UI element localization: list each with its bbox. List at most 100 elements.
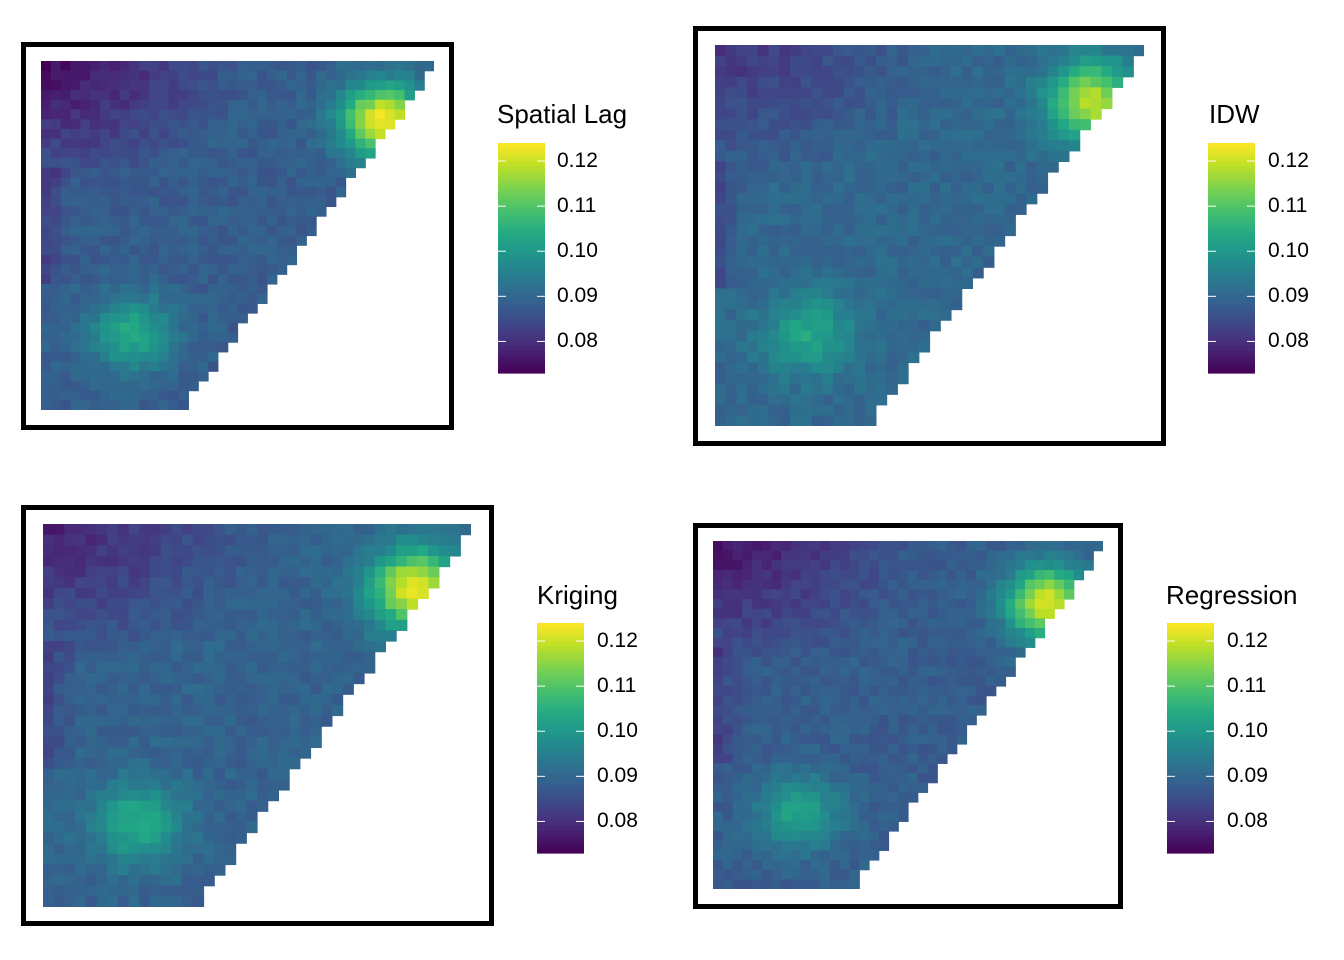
- heatmap-cell: [715, 404, 727, 417]
- heatmap-cell: [109, 99, 121, 111]
- heatmap-cell: [878, 686, 890, 697]
- heatmap-cell: [849, 802, 860, 813]
- heatmap-cell: [768, 203, 780, 215]
- heatmap-cell: [1047, 97, 1059, 110]
- heatmap-cell: [384, 99, 396, 111]
- heatmap-cell: [406, 587, 419, 600]
- heatmap-cell: [947, 608, 958, 619]
- heatmap-cell: [722, 637, 734, 648]
- heatmap-cell: [1064, 550, 1075, 561]
- colorbar-segment: [1167, 649, 1214, 655]
- heatmap-cell: [267, 758, 279, 770]
- heatmap-cell: [865, 351, 877, 364]
- heatmap-cell: [192, 524, 205, 536]
- heatmap-cell: [779, 193, 791, 205]
- heatmap-cell: [128, 758, 140, 770]
- heatmap-cell: [1058, 129, 1070, 141]
- heatmap-cell: [779, 150, 791, 163]
- heatmap-cell: [53, 694, 65, 706]
- heatmap-cell: [908, 172, 920, 184]
- heatmap-cell: [865, 214, 877, 226]
- heatmap-cell: [128, 896, 140, 907]
- heatmap-cell: [217, 313, 229, 324]
- heatmap-cell: [41, 80, 52, 91]
- heatmap-cell: [888, 811, 899, 822]
- heatmap-cell: [316, 70, 327, 81]
- heatmap-cell: [247, 109, 258, 120]
- colorbar-segment: [498, 330, 545, 336]
- heatmap-cell: [1047, 87, 1059, 99]
- heatmap-cell: [129, 380, 140, 392]
- heatmap-cell: [64, 896, 76, 907]
- heatmap-cell: [227, 167, 239, 178]
- heatmap-cell: [736, 108, 748, 120]
- heatmap-cell: [908, 560, 919, 571]
- heatmap-cell: [1015, 589, 1026, 600]
- heatmap-cell: [182, 598, 194, 610]
- heatmap-cell: [267, 704, 279, 717]
- heatmap-cell: [768, 320, 780, 332]
- heatmap-cell: [927, 657, 938, 668]
- heatmap-cell: [790, 45, 802, 57]
- heatmap-cell: [139, 293, 150, 304]
- heatmap-cell: [60, 264, 72, 275]
- heatmap-cell: [158, 371, 170, 382]
- heatmap-cell: [752, 734, 763, 745]
- heatmap-cell: [53, 789, 65, 802]
- heatmap-cell: [188, 322, 199, 334]
- heatmap-cell: [90, 274, 101, 285]
- colorbar-segment: [537, 776, 584, 781]
- heatmap-cell: [117, 683, 130, 695]
- heatmap-cell: [119, 245, 131, 256]
- heatmap-cell: [875, 277, 888, 290]
- heatmap-cell: [843, 309, 856, 321]
- heatmap-cell: [947, 657, 958, 668]
- heatmap-cell: [203, 630, 215, 642]
- heatmap-cell: [158, 70, 170, 81]
- heatmap-cell: [335, 119, 347, 130]
- heatmap-cell: [109, 119, 121, 130]
- heatmap-cell: [70, 303, 81, 314]
- heatmap-cell: [257, 177, 268, 188]
- heatmap-cell: [310, 651, 322, 663]
- heatmap-cell: [918, 330, 931, 342]
- heatmap-cell: [811, 299, 823, 311]
- heatmap-cell: [325, 196, 337, 208]
- heatmap-cell: [908, 570, 919, 581]
- heatmap-cell: [276, 138, 288, 149]
- heatmap-cell: [64, 662, 76, 674]
- colorbar: [1167, 623, 1214, 854]
- heatmap-cell: [781, 647, 792, 658]
- heatmap-cell: [171, 832, 183, 844]
- heatmap-cell: [217, 342, 229, 353]
- heatmap-cell: [898, 734, 909, 745]
- heatmap-cell: [321, 672, 333, 685]
- heatmap-cell: [345, 148, 356, 159]
- heatmap-cell: [85, 555, 98, 568]
- heatmap-cell: [286, 245, 298, 256]
- heatmap-cell: [908, 55, 920, 67]
- heatmap-cell: [854, 341, 866, 353]
- heatmap-cell: [384, 90, 396, 101]
- heatmap-cell: [878, 831, 890, 842]
- heatmap-cell: [1079, 55, 1091, 67]
- heatmap-cell: [306, 99, 317, 111]
- heatmap-cell: [385, 577, 397, 589]
- heatmap-cell: [742, 821, 753, 832]
- heatmap-cell: [976, 676, 987, 687]
- heatmap-cell: [70, 196, 81, 208]
- heatmap-cell: [781, 637, 792, 648]
- heatmap-cell: [1047, 108, 1059, 120]
- heatmap-cell: [404, 90, 415, 101]
- heatmap-cell: [1101, 45, 1113, 57]
- heatmap-cell: [752, 763, 763, 774]
- heatmap-cell: [1044, 541, 1055, 552]
- heatmap-cell: [246, 768, 258, 780]
- heatmap-cell: [149, 245, 160, 256]
- colorbar-segment: [1208, 223, 1255, 228]
- heatmap-cell: [257, 800, 269, 812]
- heatmap-cell: [811, 404, 823, 417]
- heatmap-cell: [849, 763, 860, 774]
- heatmap-cell: [822, 320, 834, 332]
- heatmap-cell: [96, 747, 108, 759]
